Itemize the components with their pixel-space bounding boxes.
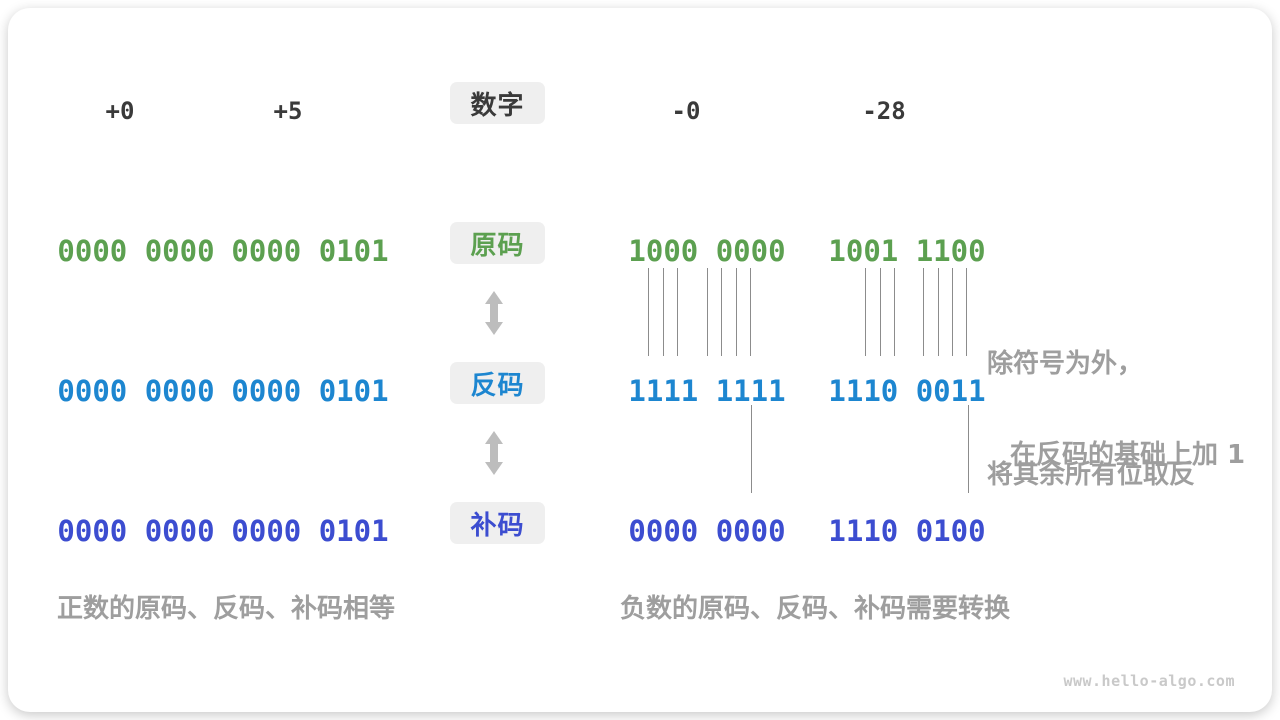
negative-numbers-caption: 负数的原码、反码、补码需要转换: [620, 594, 1011, 624]
twos-complement-value-minus0: 0000 0000: [628, 514, 786, 548]
ones-complement-value-minus28: 1110 0011: [828, 374, 986, 408]
sign-magnitude-value-minus28: 1001 1100: [828, 234, 986, 268]
bit-invert-tick-line: [952, 268, 953, 356]
positive-numbers-caption: 正数的原码、反码、补码相等: [57, 594, 396, 624]
watermark-url: www.hello-algo.com: [1063, 672, 1235, 690]
bit-invert-tick-line: [750, 268, 751, 356]
sign-magnitude-value-plus5: 0000 0101: [231, 234, 389, 268]
bit-invert-tick-line: [706, 268, 708, 356]
sign-magnitude-value-minus0: 1000 0000: [628, 234, 786, 268]
number-badge: 数字: [450, 82, 545, 124]
bit-invert-tick-line: [865, 268, 866, 356]
add-one-carry-line: [751, 405, 752, 493]
sign-magnitude-badge: 原码: [450, 222, 545, 264]
twos-complement-value-plus5: 0000 0101: [231, 514, 389, 548]
ones-complement-value-plus5: 0000 0101: [231, 374, 389, 408]
ones-complement-value-minus0: 1111 1111: [628, 374, 786, 408]
bit-invert-tick-line: [879, 268, 881, 356]
twos-complement-value-plus0: 0000 0000: [57, 514, 215, 548]
add-one-annotation: 在反码的基础上加 1: [1010, 440, 1246, 470]
add-one-carry-line: [968, 405, 969, 493]
ones-complement-value-plus0: 0000 0000: [57, 374, 215, 408]
header-number-plus0: +0: [105, 97, 135, 125]
updown-arrow-icon: [485, 291, 503, 335]
ones-complement-badge: 反码: [450, 362, 545, 404]
header-number-minus28: -28: [862, 97, 906, 125]
bit-invert-tick-line: [735, 268, 737, 356]
bit-invert-tick-line: [662, 268, 664, 356]
twos-complement-value-minus28: 1110 0100: [828, 514, 986, 548]
bit-invert-tick-line: [648, 268, 649, 356]
twos-complement-badge: 补码: [450, 502, 545, 544]
invert-bits-annotation-line2: 将其余所有位取反: [987, 460, 1196, 490]
header-number-plus5: +5: [273, 97, 303, 125]
invert-bits-annotation-line1: 除符号为外，: [987, 349, 1144, 379]
bit-invert-tick-line: [923, 268, 924, 356]
invert-bits-annotation: 除符号为外， 将其余所有位取反: [987, 272, 1195, 568]
sign-magnitude-value-plus0: 0000 0000: [57, 234, 215, 268]
diagram-card: +0 +5 -0 -28 数字 0000 0000 0000 0101 1000…: [8, 8, 1272, 712]
bit-invert-tick-line: [894, 268, 895, 356]
bit-invert-tick-line: [937, 268, 939, 356]
bit-invert-tick-line: [677, 268, 678, 356]
header-number-minus0: -0: [671, 97, 701, 125]
bit-invert-tick-line: [966, 268, 967, 356]
updown-arrow-icon: [485, 431, 503, 475]
bit-invert-tick-line: [721, 268, 722, 356]
